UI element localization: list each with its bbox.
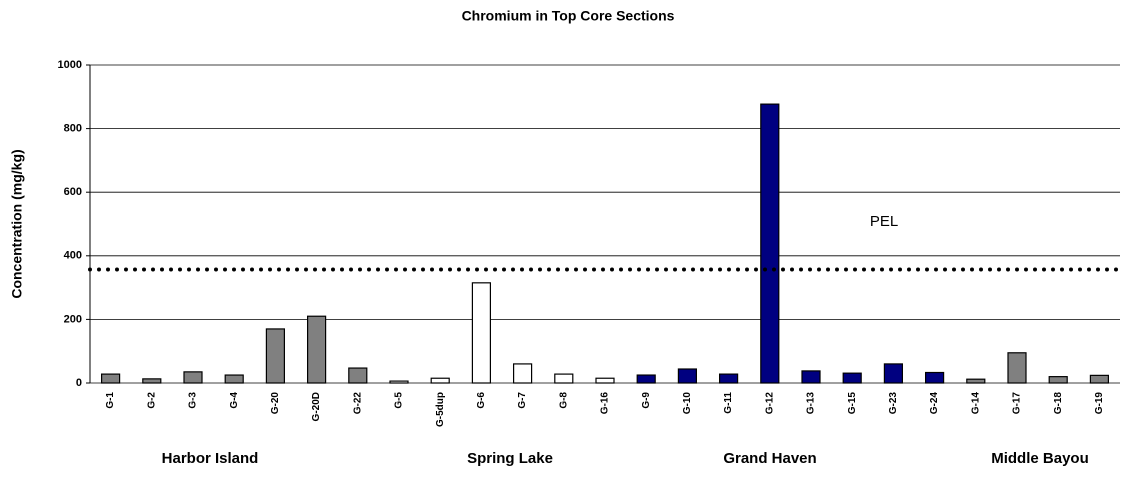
bar — [1048, 376, 1068, 384]
x-tick-label: G-10 — [682, 392, 693, 415]
bar — [636, 374, 656, 384]
x-tick-label: G-5dup — [435, 392, 446, 427]
y-tick-label: 600 — [64, 186, 82, 198]
x-tick-label: G-19 — [1094, 392, 1105, 415]
y-axis-label: Concentration (mg/kg) — [9, 149, 25, 298]
bar — [883, 363, 904, 384]
bar — [966, 378, 986, 384]
bar — [307, 315, 327, 384]
x-tick-label: G-15 — [847, 392, 858, 415]
group-label: Spring Lake — [467, 450, 553, 467]
chart-title: Chromium in Top Core Sections — [462, 8, 675, 24]
x-tick-label: G-18 — [1053, 392, 1064, 415]
bar — [265, 328, 285, 384]
bar — [512, 363, 533, 384]
bar — [183, 371, 203, 384]
x-tick-label: G-20 — [270, 392, 281, 415]
y-tick-label: 400 — [64, 250, 82, 262]
x-tick-label: G-4 — [229, 392, 240, 409]
bar — [389, 380, 409, 384]
x-tick-label: G-7 — [517, 392, 528, 409]
group-label: Middle Bayou — [991, 450, 1089, 467]
bar — [677, 368, 698, 384]
x-tick-label: G-2 — [146, 392, 157, 409]
bar — [554, 373, 574, 384]
group-label: Harbor Island — [162, 450, 259, 467]
y-tick-label: 0 — [76, 377, 82, 389]
x-tick-label: G-16 — [600, 392, 611, 415]
bar — [348, 367, 368, 384]
x-tick-label: G-22 — [352, 392, 363, 415]
y-tick-label: 1000 — [58, 59, 82, 71]
x-tick-label: G-8 — [558, 392, 569, 409]
x-tick-label: G-13 — [806, 392, 817, 415]
group-label: Grand Haven — [723, 450, 816, 467]
x-tick-label: G-1 — [105, 392, 116, 409]
x-tick-label: G-6 — [476, 392, 487, 409]
x-tick-label: G-11 — [723, 392, 734, 414]
bar — [718, 373, 739, 384]
bar — [430, 377, 450, 384]
bar — [842, 372, 862, 384]
bar — [801, 370, 821, 384]
x-tick-label: G-5 — [394, 392, 405, 409]
bar — [924, 371, 945, 384]
x-tick-label: G-23 — [888, 392, 899, 415]
bar — [1089, 374, 1110, 384]
x-tick-label: G-14 — [970, 392, 981, 415]
x-tick-label: G-17 — [1012, 392, 1023, 415]
bar — [595, 377, 615, 384]
bar — [224, 374, 244, 384]
y-tick-label: 200 — [64, 313, 82, 325]
bar — [142, 378, 162, 384]
y-tick-label: 800 — [64, 123, 82, 135]
x-tick-label: G-12 — [764, 392, 775, 415]
reference-label: PEL — [870, 213, 898, 230]
bar — [760, 103, 780, 384]
x-tick-label: G-24 — [929, 392, 940, 415]
bar — [471, 282, 491, 384]
x-tick-label: G-9 — [641, 392, 652, 409]
bar — [1007, 352, 1027, 384]
x-tick-label: G-20D — [311, 392, 322, 421]
bar — [100, 373, 121, 384]
x-tick-label: G-3 — [188, 392, 199, 409]
